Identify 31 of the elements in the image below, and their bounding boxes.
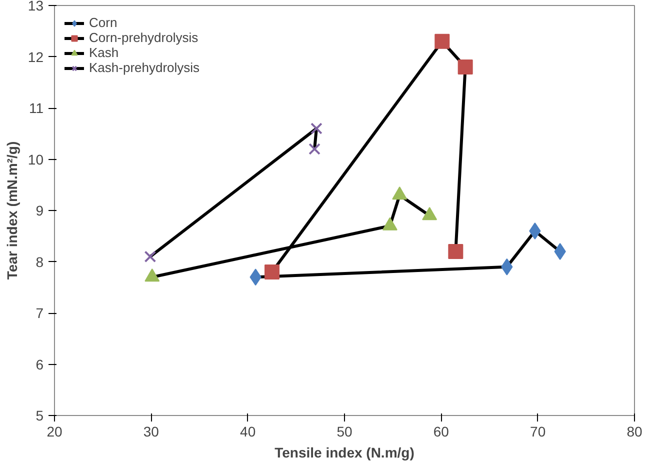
- y-tick-label: 10: [28, 151, 44, 168]
- y-tick-label: 9: [36, 202, 44, 218]
- x-tick-label: 20: [46, 424, 62, 440]
- y-tick-label: 12: [28, 48, 44, 65]
- y-tick-label: 13: [28, 0, 44, 14]
- y-tick-label: 5: [36, 408, 44, 424]
- x-tick-label: 30: [143, 424, 160, 440]
- y-axis-title: Tear index (mN.m²/g): [4, 141, 20, 280]
- point: [308, 143, 320, 155]
- point: [529, 222, 541, 240]
- point: [264, 264, 280, 280]
- y-tick-label: 11: [28, 100, 44, 116]
- y-tick-label: 7: [36, 305, 44, 321]
- legend-label: Corn: [89, 15, 118, 30]
- point: [554, 243, 566, 260]
- point: [434, 34, 450, 49]
- point: [310, 122, 322, 134]
- legend-label: Kash: [89, 45, 119, 60]
- x-tick-label: 60: [433, 424, 450, 440]
- x-tick-label: 80: [626, 424, 642, 440]
- point: [448, 244, 464, 259]
- x-tick-label: 40: [240, 424, 256, 440]
- point: [458, 60, 473, 74]
- x-axis-title: Tensile index (N.m/g): [274, 444, 414, 460]
- x-tick-label: 50: [336, 424, 352, 440]
- legend-label: Kash-prehydrolysis: [89, 60, 200, 75]
- y-tick-label: 6: [36, 356, 44, 372]
- point: [144, 250, 156, 263]
- x-tick-label: 70: [530, 424, 546, 440]
- y-tick-label: 8: [36, 254, 44, 270]
- legend-label: Corn-prehydrolysis: [89, 30, 198, 45]
